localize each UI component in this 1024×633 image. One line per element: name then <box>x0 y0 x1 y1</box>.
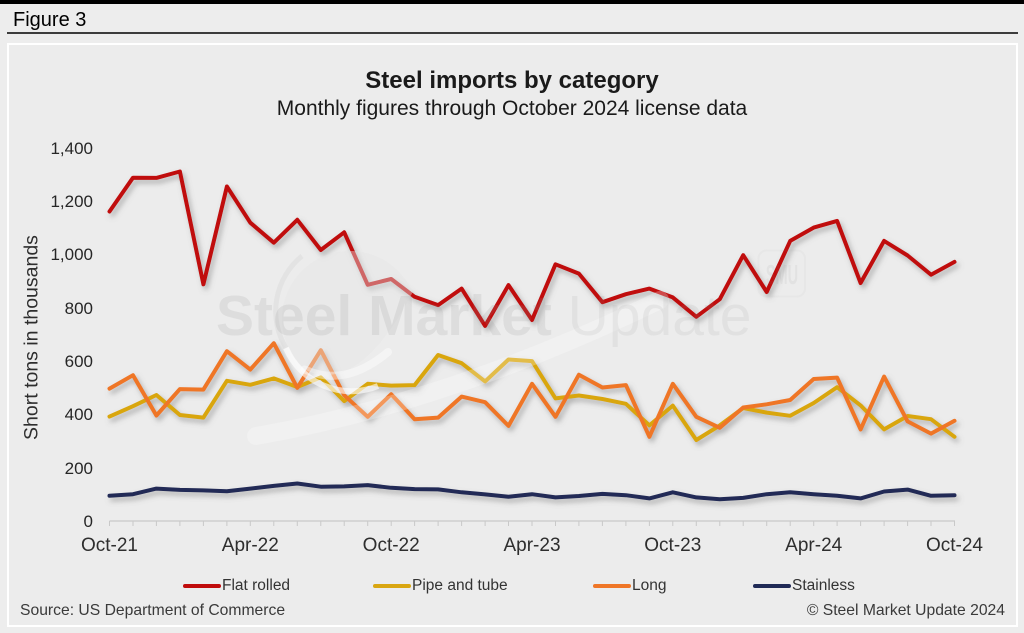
svg-text:SMU: SMU <box>766 259 798 290</box>
